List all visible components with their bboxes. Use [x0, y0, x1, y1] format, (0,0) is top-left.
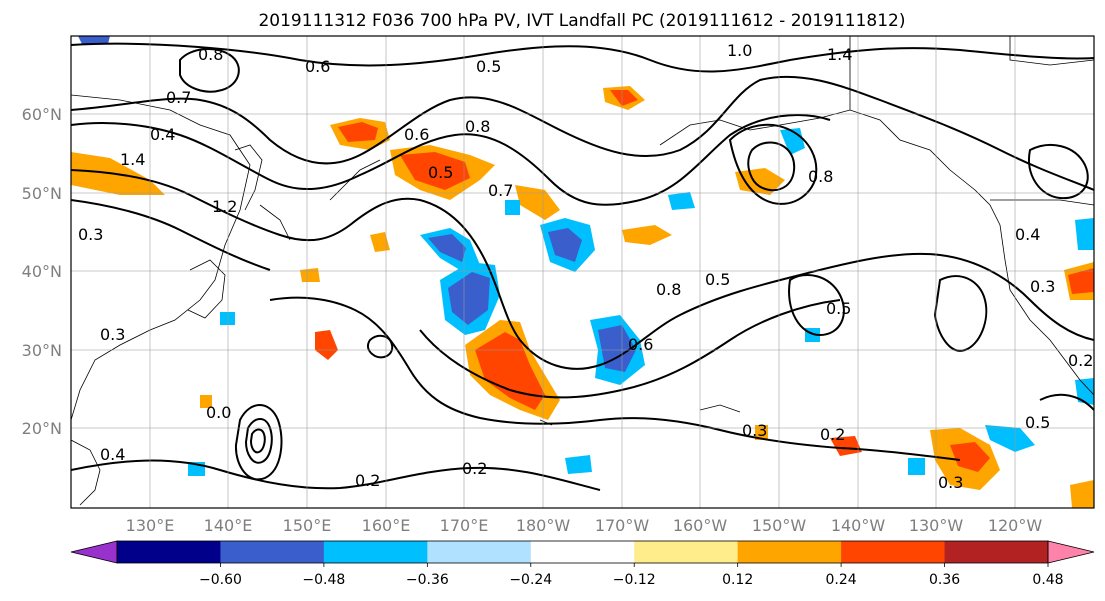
colorbar-tick-label: −0.60 [199, 572, 242, 588]
contour-label: 1.4 [120, 150, 145, 169]
lon-label: 160°E [362, 516, 411, 535]
lon-label: 150°E [283, 516, 332, 535]
coastlines [71, 36, 1094, 506]
contour-label: 1.4 [827, 45, 852, 64]
contour-label: 0.8 [808, 167, 833, 186]
contour-label: 0.7 [166, 88, 191, 107]
figure-title: 2019111312 F036 700 hPa PV, IVT Landfall… [258, 11, 905, 31]
contour-label: 0.3 [100, 325, 125, 344]
colorbar-segment [841, 541, 946, 563]
colorbar-tick-label: 0.36 [929, 572, 960, 588]
colorbar-tick-label: −0.48 [302, 572, 345, 588]
colorbar-segment [427, 541, 532, 563]
contour-label: 0.6 [305, 57, 330, 76]
colorbar-segment [530, 541, 635, 563]
colorbar-tick-label: 0.12 [722, 572, 753, 588]
colorbar-segment [634, 541, 739, 563]
contour-label: 0.5 [826, 299, 851, 318]
contour-label: 0.5 [428, 163, 453, 182]
colorbar-ticks: −0.60 −0.48 −0.36 −0.24 −0.12 0.12 0.24 0.36 0.4… [199, 563, 1064, 588]
contour-label: 0.3 [938, 473, 963, 492]
lon-label: 180°W [516, 516, 571, 535]
anomaly-shading [71, 36, 1094, 508]
contour-label: 0.6 [628, 335, 653, 354]
colorbar-tick-label: −0.24 [509, 572, 552, 588]
contour-label: 0.4 [1015, 225, 1040, 244]
graticule [71, 36, 1094, 508]
lat-label-60n: 60°N [22, 105, 62, 124]
contour-label: 0.5 [705, 270, 730, 289]
colorbar-tick-label: −0.12 [613, 572, 656, 588]
contour-label: 0.3 [1030, 277, 1055, 296]
contour-label: 0.2 [1068, 351, 1093, 370]
lat-label-20n: 20°N [22, 419, 62, 438]
lat-label-40n: 40°N [22, 262, 62, 281]
longitude-labels: 130°E 140°E 150°E 160°E 170°E 180°W 170°… [126, 516, 1043, 535]
contour-label: 0.5 [1025, 413, 1050, 432]
lon-label: 120°W [988, 516, 1043, 535]
lon-label: 140°E [204, 516, 253, 535]
colorbar-tick-label: 0.24 [826, 572, 857, 588]
pv-contours [71, 42, 1094, 491]
lon-label: 130°W [909, 516, 964, 535]
contour-label: 0.4 [150, 125, 175, 144]
colorbar-segment [944, 541, 1049, 563]
lon-label: 170°W [595, 516, 650, 535]
contour-label: 0.3 [78, 225, 103, 244]
contour-label: 0.4 [100, 445, 125, 464]
colorbar-segment [220, 541, 325, 563]
contour-label: 0.8 [198, 45, 223, 64]
lon-label: 130°E [126, 516, 175, 535]
lon-label: 150°W [752, 516, 807, 535]
contour-label: 1.0 [727, 41, 752, 60]
colorbar-extend-min [70, 540, 118, 564]
contour-label: 0.2 [820, 425, 845, 444]
contour-label: 0.5 [476, 57, 501, 76]
map-panel: 0.8 0.5 0.7 0.6 0.4 1.4 1.2 0.3 0.6 0.8 … [22, 35, 1095, 535]
lat-label-30n: 30°N [22, 341, 62, 360]
contour-label: 0.7 [488, 181, 513, 200]
lon-label: 170°E [440, 516, 489, 535]
lon-label: 140°W [831, 516, 886, 535]
colorbar-frame [116, 540, 1049, 564]
colorbar: −0.60 −0.48 −0.36 −0.24 −0.12 0.12 0.24 0.36 0.4… [70, 540, 1095, 588]
colorbar-segments [117, 541, 1049, 563]
contour-label: 0.3 [742, 421, 767, 440]
colorbar-segment [737, 541, 842, 563]
map-frame [70, 35, 1095, 509]
lat-label-50n: 50°N [22, 184, 62, 203]
colorbar-segment [323, 541, 428, 563]
contour-label: 0.8 [656, 280, 681, 299]
contour-label: 0.0 [206, 403, 231, 422]
contour-labels: 0.8 0.5 0.7 0.6 0.4 1.4 1.2 0.3 0.6 0.8 … [78, 41, 1093, 492]
contour-label: 0.2 [355, 471, 380, 490]
colorbar-tick-label: −0.36 [406, 572, 449, 588]
colorbar-extend-max [1047, 540, 1095, 564]
map-background [71, 36, 1094, 508]
contour-label: 0.2 [462, 459, 487, 478]
latitude-labels: 60°N 50°N 40°N 30°N 20°N [22, 105, 62, 438]
contour-label: 1.2 [212, 197, 237, 216]
contour-label: 0.6 [404, 125, 429, 144]
lon-label: 160°W [673, 516, 728, 535]
contour-label: 0.8 [465, 117, 490, 136]
colorbar-segment [117, 541, 221, 563]
colorbar-tick-label: 0.48 [1032, 572, 1063, 588]
